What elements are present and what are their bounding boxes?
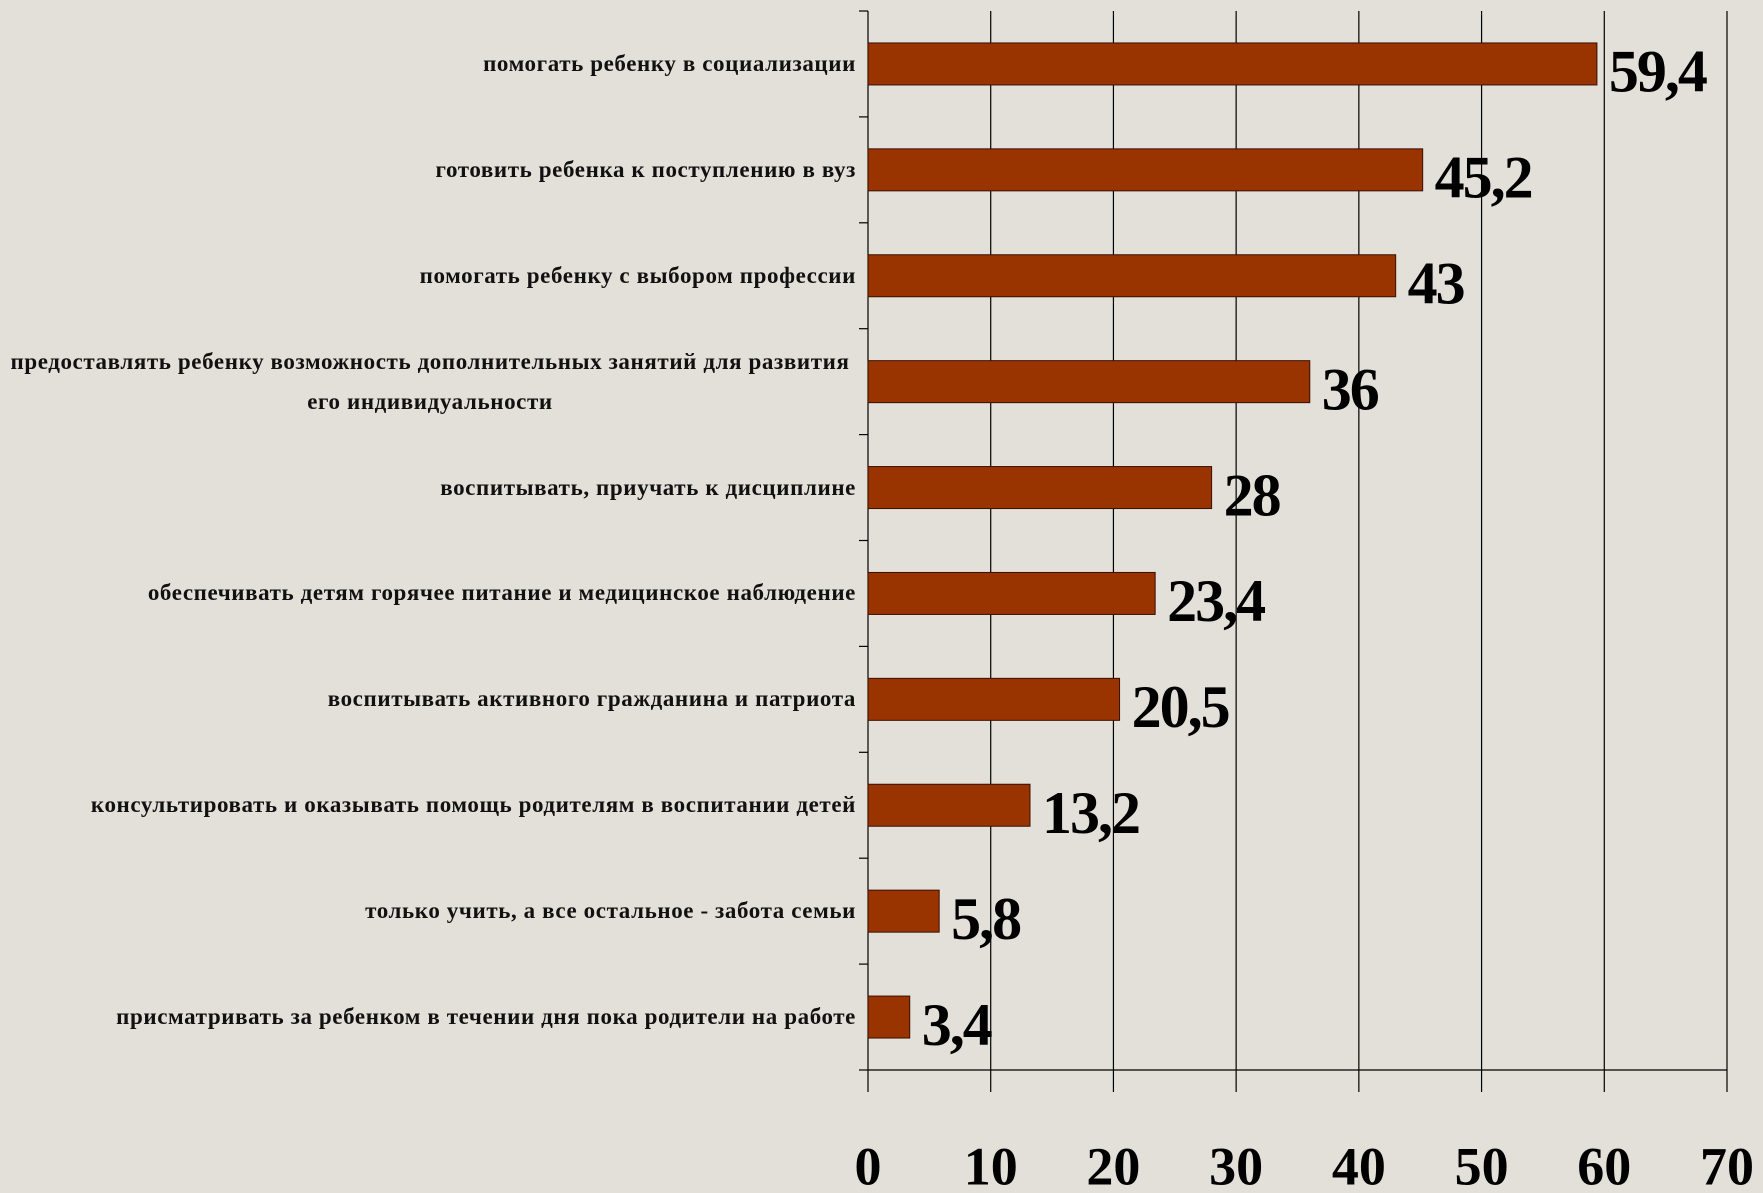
- value-label: 23,4: [1167, 568, 1265, 634]
- y-tick-label: помогать ребенку с выбором профессии: [420, 256, 856, 296]
- x-tick-label: 30: [1209, 1136, 1263, 1193]
- bar: [868, 678, 1120, 720]
- category-label-box: обеспечивать детям горячее питание и мед…: [4, 548, 856, 638]
- x-tick-label: 50: [1455, 1136, 1509, 1193]
- value-label: 59,4: [1609, 39, 1707, 105]
- y-tick-label: только учить, а все остальное - забота с…: [365, 891, 856, 931]
- x-tick-label: 0: [855, 1136, 882, 1193]
- x-tick-label: 70: [1700, 1136, 1754, 1193]
- value-label: 20,5: [1132, 674, 1229, 740]
- y-tick-label: готовить ребенка к поступлению в вуз: [436, 150, 856, 190]
- y-tick-label: воспитывать активного гражданина и патри…: [328, 679, 856, 719]
- y-tick-label: присматривать за ребенком в течении дня …: [116, 997, 856, 1037]
- category-label-box: воспитывать активного гражданина и патри…: [4, 654, 856, 744]
- bar: [868, 361, 1310, 403]
- category-label-box: только учить, а все остальное - забота с…: [4, 866, 856, 956]
- x-tick-label: 60: [1577, 1136, 1631, 1193]
- category-label-box: предоставлять ребенку возможность дополн…: [4, 337, 856, 427]
- value-label: 13,2: [1042, 780, 1139, 846]
- category-label-box: присматривать за ребенком в течении дня …: [4, 972, 856, 1062]
- bar: [868, 996, 910, 1038]
- y-tick-label: предоставлять ребенку возможность дополн…: [4, 342, 856, 422]
- x-tick-label: 40: [1332, 1136, 1386, 1193]
- category-label-box: консультировать и оказывать помощь родит…: [4, 760, 856, 850]
- bar: [868, 890, 939, 932]
- category-label-box: готовить ребенка к поступлению в вуз: [4, 125, 856, 215]
- bar: [868, 572, 1155, 614]
- value-label: 28: [1224, 462, 1281, 528]
- page: {"chart_data": {"type": "bar", "orientat…: [0, 0, 1763, 1193]
- y-tick-label: обеспечивать детям горячее питание и мед…: [148, 573, 856, 613]
- value-label: 43: [1408, 251, 1464, 317]
- value-label: 3,4: [922, 992, 992, 1058]
- category-label-box: помогать ребенку в социализации: [4, 19, 856, 109]
- x-tick-label: 10: [964, 1136, 1018, 1193]
- category-label-box: воспитывать, приучать к дисциплине: [4, 443, 856, 533]
- bar: [868, 467, 1212, 509]
- bar: [868, 784, 1030, 826]
- y-tick-label: консультировать и оказывать помощь родит…: [91, 785, 856, 825]
- value-label: 5,8: [951, 886, 1021, 952]
- category-label-box: помогать ребенку с выбором профессии: [4, 231, 856, 321]
- bar: [868, 255, 1396, 297]
- value-label: 45,2: [1435, 145, 1532, 211]
- bar: [868, 149, 1423, 191]
- y-tick-label: помогать ребенку в социализации: [483, 44, 856, 84]
- x-tick-label: 20: [1086, 1136, 1140, 1193]
- bar: [868, 43, 1597, 85]
- y-tick-label: воспитывать, приучать к дисциплине: [440, 468, 856, 508]
- value-label: 36: [1322, 356, 1379, 422]
